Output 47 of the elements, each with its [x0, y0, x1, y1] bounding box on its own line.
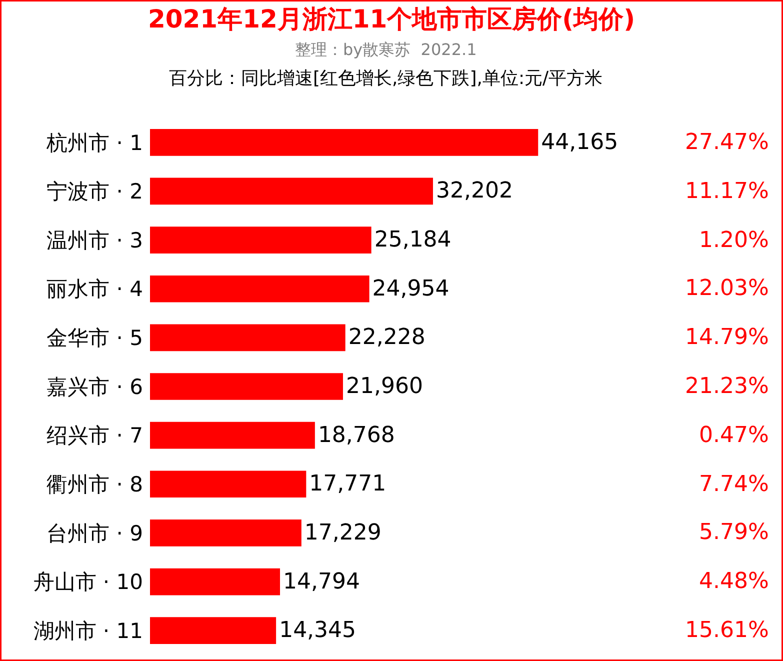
- bar: [150, 470, 306, 498]
- y-tick-label: 宁波市 · 2: [46, 180, 143, 204]
- text: 4.48%: [699, 569, 769, 594]
- text: 11.17%: [685, 179, 769, 204]
- bar: [150, 178, 433, 205]
- text: 1.20%: [699, 228, 769, 253]
- y-tick-label: 湖州市 · 11: [33, 618, 143, 643]
- data-label: 14,794: [283, 569, 360, 594]
- bar: [150, 520, 302, 546]
- y-tick-label: 绍兴市 · 7: [46, 424, 143, 448]
- chart-subtitle: 整理：by散寒苏 2022.1: [295, 40, 477, 59]
- text: 7.74%: [699, 472, 769, 497]
- data-label: 32,202: [436, 178, 513, 204]
- text: 5.79%: [699, 520, 769, 545]
- data-label: 14,345: [279, 618, 356, 644]
- y-tick-label: 丽水市 · 4: [46, 277, 143, 302]
- y-tick-label: 金华市 · 5: [46, 326, 143, 350]
- bar: [150, 128, 538, 156]
- bar: [150, 275, 370, 302]
- text: 百分比：同比增速[红色增长,绿色下跌],单位:元/平方米: [169, 68, 603, 89]
- bar: [150, 422, 315, 449]
- bar: [150, 324, 346, 352]
- bar: [150, 226, 372, 254]
- y-tick-label: 衢州市 · 8: [46, 472, 143, 496]
- text: 21.23%: [685, 374, 769, 399]
- text: 27.47%: [685, 130, 769, 155]
- data-label: 44,165: [541, 130, 618, 155]
- bar: [150, 617, 276, 644]
- data-label: 22,228: [348, 325, 426, 350]
- data-label: 17,771: [309, 472, 386, 497]
- text: 0.47%: [699, 423, 769, 448]
- text: 14.79%: [685, 325, 769, 350]
- data-label: 24,954: [372, 276, 450, 302]
- text: 15.61%: [685, 618, 769, 643]
- data-label: 21,960: [346, 374, 423, 400]
- text: 12.03%: [685, 276, 769, 301]
- bar: [150, 568, 280, 596]
- data-label: 18,768: [318, 422, 395, 448]
- y-tick-label: 台州市 · 9: [46, 521, 143, 546]
- chart-title: 2021年12月浙江11个地市市区房价(均价): [148, 4, 636, 34]
- y-tick-label: 嘉兴市 · 6: [46, 374, 143, 399]
- y-tick-label: 杭州市 · 1: [46, 130, 143, 155]
- data-label: 25,184: [374, 228, 452, 253]
- bar: [150, 373, 343, 400]
- y-tick-label: 温州市 · 3: [46, 228, 143, 252]
- y-tick-label: 舟山市 · 10: [33, 570, 143, 594]
- data-label: 17,229: [304, 520, 382, 546]
